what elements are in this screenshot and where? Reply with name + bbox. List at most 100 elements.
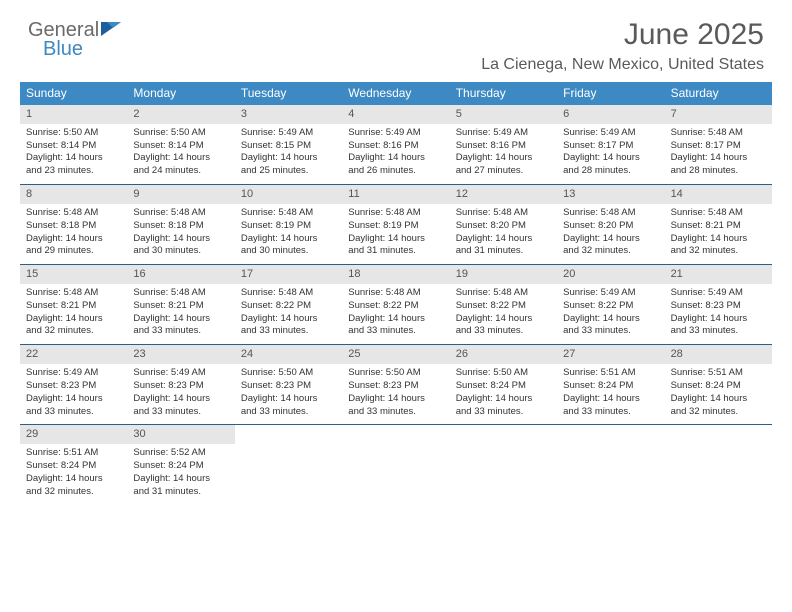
week-row: 22Sunrise: 5:49 AMSunset: 8:23 PMDayligh… — [20, 345, 772, 425]
daylight-text: and 33 minutes. — [456, 406, 551, 419]
day-number: 26 — [450, 345, 557, 364]
sunrise-text: Sunrise: 5:51 AM — [26, 447, 121, 460]
cell-body: Sunrise: 5:48 AMSunset: 8:20 PMDaylight:… — [450, 204, 557, 264]
sunset-text: Sunset: 8:22 PM — [241, 300, 336, 313]
day-number: 27 — [557, 345, 664, 364]
cell-body: Sunrise: 5:49 AMSunset: 8:23 PMDaylight:… — [127, 364, 234, 424]
sunrise-text: Sunrise: 5:49 AM — [241, 127, 336, 140]
daylight-text: Daylight: 14 hours — [563, 313, 658, 326]
day-number: 12 — [450, 185, 557, 204]
sunset-text: Sunset: 8:14 PM — [133, 140, 228, 153]
day-header: Wednesday — [342, 82, 449, 105]
daylight-text: Daylight: 14 hours — [26, 393, 121, 406]
day-number: 25 — [342, 345, 449, 364]
daylight-text: and 24 minutes. — [133, 165, 228, 178]
calendar-cell: 12Sunrise: 5:48 AMSunset: 8:20 PMDayligh… — [450, 185, 557, 264]
daylight-text: Daylight: 14 hours — [348, 313, 443, 326]
daylight-text: and 23 minutes. — [26, 165, 121, 178]
calendar-cell: 13Sunrise: 5:48 AMSunset: 8:20 PMDayligh… — [557, 185, 664, 264]
sunset-text: Sunset: 8:23 PM — [26, 380, 121, 393]
sunrise-text: Sunrise: 5:48 AM — [348, 207, 443, 220]
calendar-cell: 16Sunrise: 5:48 AMSunset: 8:21 PMDayligh… — [127, 265, 234, 344]
day-number: 14 — [665, 185, 772, 204]
week-row: 1Sunrise: 5:50 AMSunset: 8:14 PMDaylight… — [20, 105, 772, 185]
cell-body: Sunrise: 5:49 AMSunset: 8:15 PMDaylight:… — [235, 124, 342, 184]
calendar-cell: 21Sunrise: 5:49 AMSunset: 8:23 PMDayligh… — [665, 265, 772, 344]
sunrise-text: Sunrise: 5:49 AM — [563, 287, 658, 300]
daylight-text: Daylight: 14 hours — [133, 473, 228, 486]
sunset-text: Sunset: 8:23 PM — [348, 380, 443, 393]
daylight-text: and 28 minutes. — [563, 165, 658, 178]
sunrise-text: Sunrise: 5:48 AM — [671, 127, 766, 140]
day-header: Thursday — [450, 82, 557, 105]
cell-body: Sunrise: 5:49 AMSunset: 8:22 PMDaylight:… — [557, 284, 664, 344]
sunrise-text: Sunrise: 5:48 AM — [241, 287, 336, 300]
daylight-text: and 32 minutes. — [671, 406, 766, 419]
cell-body: Sunrise: 5:49 AMSunset: 8:17 PMDaylight:… — [557, 124, 664, 184]
daylight-text: Daylight: 14 hours — [241, 233, 336, 246]
week-row: 15Sunrise: 5:48 AMSunset: 8:21 PMDayligh… — [20, 265, 772, 345]
sunset-text: Sunset: 8:24 PM — [133, 460, 228, 473]
cell-body: Sunrise: 5:50 AMSunset: 8:23 PMDaylight:… — [235, 364, 342, 424]
calendar-cell — [665, 425, 772, 504]
daylight-text: Daylight: 14 hours — [26, 233, 121, 246]
day-number: 15 — [20, 265, 127, 284]
calendar-cell: 5Sunrise: 5:49 AMSunset: 8:16 PMDaylight… — [450, 105, 557, 184]
flag-icon — [101, 18, 127, 43]
day-header: Tuesday — [235, 82, 342, 105]
calendar-cell — [235, 425, 342, 504]
day-number: 9 — [127, 185, 234, 204]
location-subtitle: La Cienega, New Mexico, United States — [481, 56, 764, 74]
sunrise-text: Sunrise: 5:48 AM — [133, 287, 228, 300]
cell-body: Sunrise: 5:48 AMSunset: 8:22 PMDaylight:… — [235, 284, 342, 344]
calendar-cell — [342, 425, 449, 504]
title-block: June 2025 La Cienega, New Mexico, United… — [481, 18, 764, 74]
daylight-text: and 30 minutes. — [133, 245, 228, 258]
daylight-text: and 29 minutes. — [26, 245, 121, 258]
sunrise-text: Sunrise: 5:48 AM — [26, 207, 121, 220]
calendar-cell: 6Sunrise: 5:49 AMSunset: 8:17 PMDaylight… — [557, 105, 664, 184]
logo-word-blue: Blue — [43, 38, 83, 61]
day-number: 17 — [235, 265, 342, 284]
sunset-text: Sunset: 8:20 PM — [456, 220, 551, 233]
calendar: Sunday Monday Tuesday Wednesday Thursday… — [0, 82, 792, 504]
sunrise-text: Sunrise: 5:52 AM — [133, 447, 228, 460]
calendar-cell: 22Sunrise: 5:49 AMSunset: 8:23 PMDayligh… — [20, 345, 127, 424]
sunrise-text: Sunrise: 5:48 AM — [563, 207, 658, 220]
cell-body: Sunrise: 5:48 AMSunset: 8:22 PMDaylight:… — [342, 284, 449, 344]
day-number: 29 — [20, 425, 127, 444]
daylight-text: and 33 minutes. — [133, 325, 228, 338]
daylight-text: Daylight: 14 hours — [456, 152, 551, 165]
calendar-cell: 28Sunrise: 5:51 AMSunset: 8:24 PMDayligh… — [665, 345, 772, 424]
sunrise-text: Sunrise: 5:49 AM — [563, 127, 658, 140]
sunset-text: Sunset: 8:23 PM — [133, 380, 228, 393]
sunrise-text: Sunrise: 5:50 AM — [456, 367, 551, 380]
sunrise-text: Sunrise: 5:50 AM — [133, 127, 228, 140]
sunset-text: Sunset: 8:17 PM — [671, 140, 766, 153]
daylight-text: Daylight: 14 hours — [241, 393, 336, 406]
daylight-text: Daylight: 14 hours — [671, 152, 766, 165]
day-header: Friday — [557, 82, 664, 105]
sunset-text: Sunset: 8:21 PM — [671, 220, 766, 233]
day-number: 6 — [557, 105, 664, 124]
cell-body: Sunrise: 5:52 AMSunset: 8:24 PMDaylight:… — [127, 444, 234, 504]
daylight-text: Daylight: 14 hours — [563, 152, 658, 165]
week-row: 29 Sunrise: 5:51 AM Sunset: 8:24 PMDayligh… — [20, 425, 772, 504]
cell-body: Sunrise: 5:50 AMSunset: 8:14 PMDaylight:… — [20, 124, 127, 184]
sunrise-text: Sunrise: 5:48 AM — [26, 287, 121, 300]
sunrise-text: Sunrise: 5:50 AM — [26, 127, 121, 140]
sunrise-text: Sunrise: 5:49 AM — [26, 367, 121, 380]
day-number: 3 — [235, 105, 342, 124]
header: General Blue June 2025 La Cienega, New M… — [0, 0, 792, 82]
daylight-text: and 33 minutes. — [563, 325, 658, 338]
sunset-text: Sunset: 8:18 PM — [26, 220, 121, 233]
sunset-text: Sunset: 8:15 PM — [241, 140, 336, 153]
sunset-text: Sunset: 8:19 PM — [241, 220, 336, 233]
cell-body: Sunrise: 5:48 AMSunset: 8:19 PMDaylight:… — [342, 204, 449, 264]
day-number: 10 — [235, 185, 342, 204]
daylight-text: Daylight: 14 hours — [456, 313, 551, 326]
daylight-text: Daylight: 14 hours — [133, 152, 228, 165]
daylight-text: and 28 minutes. — [671, 165, 766, 178]
daylight-text: and 27 minutes. — [456, 165, 551, 178]
day-number: 21 — [665, 265, 772, 284]
